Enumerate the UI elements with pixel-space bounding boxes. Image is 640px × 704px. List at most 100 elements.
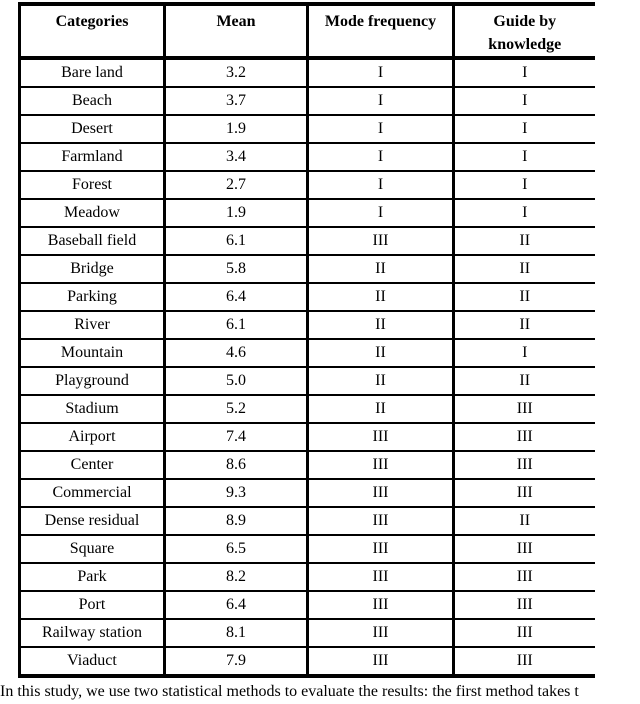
table-row: Stadium 5.2 II III [19, 394, 595, 424]
col-header-mode-frequency: Mode frequency [306, 2, 454, 60]
category-cell: Stadium [19, 394, 165, 424]
table-row: Mountain 4.6 II I [19, 338, 595, 368]
mean-cell: 1.9 [163, 198, 308, 228]
mode-frequency-cell: III [306, 226, 454, 256]
mean-cell: 6.4 [163, 590, 308, 620]
mode-frequency-cell: II [306, 310, 454, 340]
category-cell: Mountain [19, 338, 165, 368]
mean-cell: 3.2 [163, 57, 308, 88]
guide-by-knowledge-cell: II [452, 282, 595, 312]
mode-frequency-cell: II [306, 394, 454, 424]
table-row: Commercial 9.3 III III [19, 478, 595, 508]
mode-frequency-cell: III [306, 534, 454, 564]
mean-cell: 2.7 [163, 170, 308, 200]
caption-text: In this study, we use two statistical me… [0, 683, 579, 700]
mode-frequency-cell: II [306, 282, 454, 312]
category-cell: River [19, 310, 165, 340]
mean-cell: 4.6 [163, 338, 308, 368]
category-cell: Beach [19, 86, 165, 116]
table-row: Beach 3.7 I I [19, 86, 595, 116]
mode-frequency-cell: II [306, 366, 454, 396]
category-cell: Desert [19, 114, 165, 144]
mode-frequency-cell: I [306, 142, 454, 172]
mode-frequency-cell: I [306, 86, 454, 116]
table-header-row: Categories Mean Mode frequency Guide by … [19, 2, 595, 60]
category-cell: Railway station [19, 618, 165, 648]
category-cell: Meadow [19, 198, 165, 228]
table-row: Center 8.6 III III [19, 450, 595, 480]
category-cell: Playground [19, 366, 165, 396]
category-cell: Bare land [19, 57, 165, 88]
mean-cell: 5.8 [163, 254, 308, 284]
col-header-guide-by-knowledge: Guide by knowledge [452, 2, 595, 60]
mode-frequency-cell: III [306, 506, 454, 536]
guide-by-knowledge-cell: I [452, 142, 595, 172]
guide-by-knowledge-cell: I [452, 338, 595, 368]
guide-by-knowledge-cell: III [452, 478, 595, 508]
guide-by-knowledge-cell: II [452, 226, 595, 256]
mean-cell: 5.2 [163, 394, 308, 424]
guide-by-knowledge-cell: II [452, 506, 595, 536]
guide-by-knowledge-cell: III [452, 562, 595, 592]
guide-by-knowledge-cell: III [452, 590, 595, 620]
mean-cell: 6.1 [163, 226, 308, 256]
mode-frequency-cell: I [306, 198, 454, 228]
category-cell: Square [19, 534, 165, 564]
table-row: Port 6.4 III III [19, 590, 595, 620]
guide-by-knowledge-cell: III [452, 646, 595, 678]
mean-cell: 8.6 [163, 450, 308, 480]
mean-cell: 8.9 [163, 506, 308, 536]
mean-cell: 6.4 [163, 282, 308, 312]
table-row: Square 6.5 III III [19, 534, 595, 564]
mode-frequency-cell: I [306, 114, 454, 144]
table-row: Bare land 3.2 I I [19, 57, 595, 88]
mean-cell: 5.0 [163, 366, 308, 396]
mode-frequency-cell: III [306, 422, 454, 452]
mean-cell: 6.5 [163, 534, 308, 564]
guide-by-knowledge-cell: I [452, 114, 595, 144]
category-cell: Bridge [19, 254, 165, 284]
guide-by-knowledge-cell: III [452, 394, 595, 424]
guide-by-knowledge-cell: III [452, 422, 595, 452]
category-cell: Parking [19, 282, 165, 312]
category-cell: Port [19, 590, 165, 620]
mode-frequency-cell: III [306, 618, 454, 648]
guide-by-knowledge-cell: II [452, 310, 595, 340]
table-row: River 6.1 II II [19, 310, 595, 340]
mean-cell: 6.1 [163, 310, 308, 340]
category-cell: Park [19, 562, 165, 592]
results-table-body: Bare land 3.2 I I Beach 3.7 I I Desert 1.9 I I Farml… [19, 57, 595, 678]
table-row: Park 8.2 III III [19, 562, 595, 592]
category-cell: Center [19, 450, 165, 480]
mean-cell: 9.3 [163, 478, 308, 508]
mode-frequency-cell: II [306, 338, 454, 368]
guide-by-knowledge-cell: III [452, 618, 595, 648]
mode-frequency-cell: III [306, 646, 454, 678]
table-row: Forest 2.7 I I [19, 170, 595, 200]
mode-frequency-cell: I [306, 170, 454, 200]
mean-cell: 3.7 [163, 86, 308, 116]
results-table: Categories Mean Mode frequency Guide by … [18, 2, 595, 678]
guide-by-knowledge-cell: III [452, 450, 595, 480]
guide-by-knowledge-cell: II [452, 254, 595, 284]
mode-frequency-cell: II [306, 254, 454, 284]
guide-by-knowledge-cell: II [452, 366, 595, 396]
table-row: Bridge 5.8 II II [19, 254, 595, 284]
table-row: Meadow 1.9 I I [19, 198, 595, 228]
category-cell: Baseball field [19, 226, 165, 256]
mean-cell: 7.9 [163, 646, 308, 678]
mean-cell: 8.2 [163, 562, 308, 592]
table-header: Categories Mean Mode frequency Guide by … [19, 2, 595, 60]
mean-cell: 8.1 [163, 618, 308, 648]
mean-cell: 3.4 [163, 142, 308, 172]
mode-frequency-cell: I [306, 57, 454, 88]
guide-by-knowledge-cell: III [452, 534, 595, 564]
category-cell: Forest [19, 170, 165, 200]
mean-cell: 7.4 [163, 422, 308, 452]
guide-by-knowledge-cell: I [452, 57, 595, 88]
mode-frequency-cell: III [306, 562, 454, 592]
table-row: Viaduct 7.9 III III [19, 646, 595, 678]
col-header-mean: Mean [163, 2, 308, 60]
table-row: Dense residual 8.9 III II [19, 506, 595, 536]
